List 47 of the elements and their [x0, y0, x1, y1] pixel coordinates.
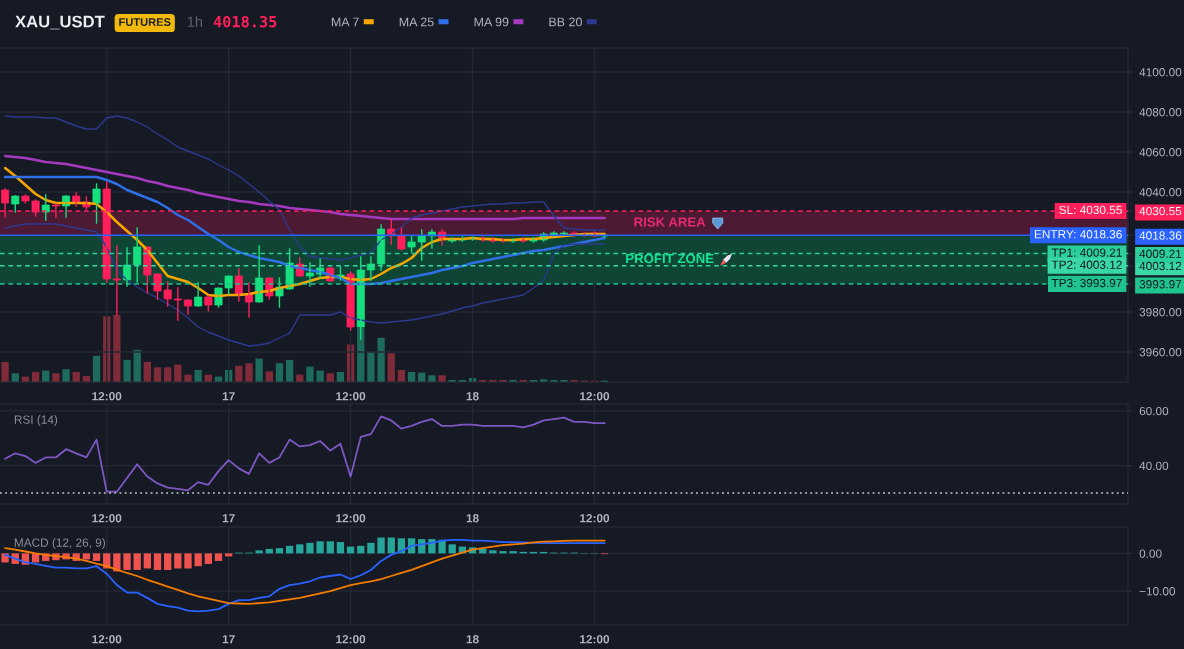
legend-label: MA 99	[474, 17, 509, 27]
y-tick-label: 4040.00	[1139, 188, 1182, 197]
ref-line-label: TP2: 4003.12	[1051, 260, 1122, 269]
y-tick-label: −10.00	[1139, 587, 1176, 596]
x-tick-label: 12:00	[580, 514, 610, 523]
y-tick-label: 4030.55	[1139, 206, 1182, 216]
x-tick-label: 18	[466, 514, 479, 523]
x-tick-label: 18	[466, 392, 479, 401]
ref-line-label: TP3: 3993.97	[1051, 278, 1122, 288]
text: RSI (14)	[14, 415, 58, 427]
x-tick-label: 12:00	[336, 392, 366, 401]
y-tick-label: 0.00	[1139, 549, 1162, 558]
y-tick-label: 4100.00	[1139, 68, 1182, 77]
x-tick-label: 17	[222, 392, 235, 401]
x-tick-label: 17	[222, 635, 235, 644]
text: 1h	[187, 16, 203, 27]
band-label: RISK AREA	[634, 217, 706, 227]
ref-line-label: SL: 4030.55	[1059, 205, 1122, 215]
x-tick-label: 18	[466, 635, 479, 644]
y-tick-label: 4080.00	[1139, 108, 1182, 117]
x-tick-label: 12:00	[580, 635, 610, 644]
y-tick-label: 4060.00	[1139, 148, 1182, 157]
x-tick-label: 12:00	[580, 392, 610, 401]
text: FUTURES	[119, 18, 171, 26]
text: 4018.35	[213, 15, 277, 28]
x-tick-label: 12:00	[336, 635, 366, 644]
y-tick-label: 40.00	[1139, 461, 1169, 471]
x-tick-label: 12:00	[336, 514, 366, 523]
legend-label: MA 25	[399, 17, 434, 27]
y-tick-label: 4018.36	[1139, 231, 1182, 240]
x-tick-label: 17	[222, 514, 235, 523]
y-tick-label: 3993.97	[1139, 280, 1182, 289]
legend-label: BB 20	[549, 17, 582, 27]
y-tick-label: 4009.21	[1139, 249, 1182, 258]
y-tick-label: 60.00	[1139, 406, 1169, 416]
text: MACD (12, 26, 9)	[14, 538, 106, 550]
legend-label: MA 7	[331, 17, 359, 27]
y-tick-label: 4003.12	[1139, 261, 1182, 271]
ref-line-label: ENTRY: 4018.36	[1034, 230, 1122, 239]
y-tick-label: 3980.00	[1139, 308, 1182, 317]
chart-title: XAU_USDT	[15, 15, 105, 30]
x-tick-label: 12:00	[92, 392, 122, 401]
x-tick-label: 12:00	[92, 635, 122, 644]
ref-line-label: TP1: 4009.21	[1051, 248, 1122, 257]
y-tick-label: 3960.00	[1139, 348, 1182, 357]
x-tick-label: 12:00	[92, 514, 122, 523]
band-label: PROFIT ZONE	[626, 253, 714, 264]
